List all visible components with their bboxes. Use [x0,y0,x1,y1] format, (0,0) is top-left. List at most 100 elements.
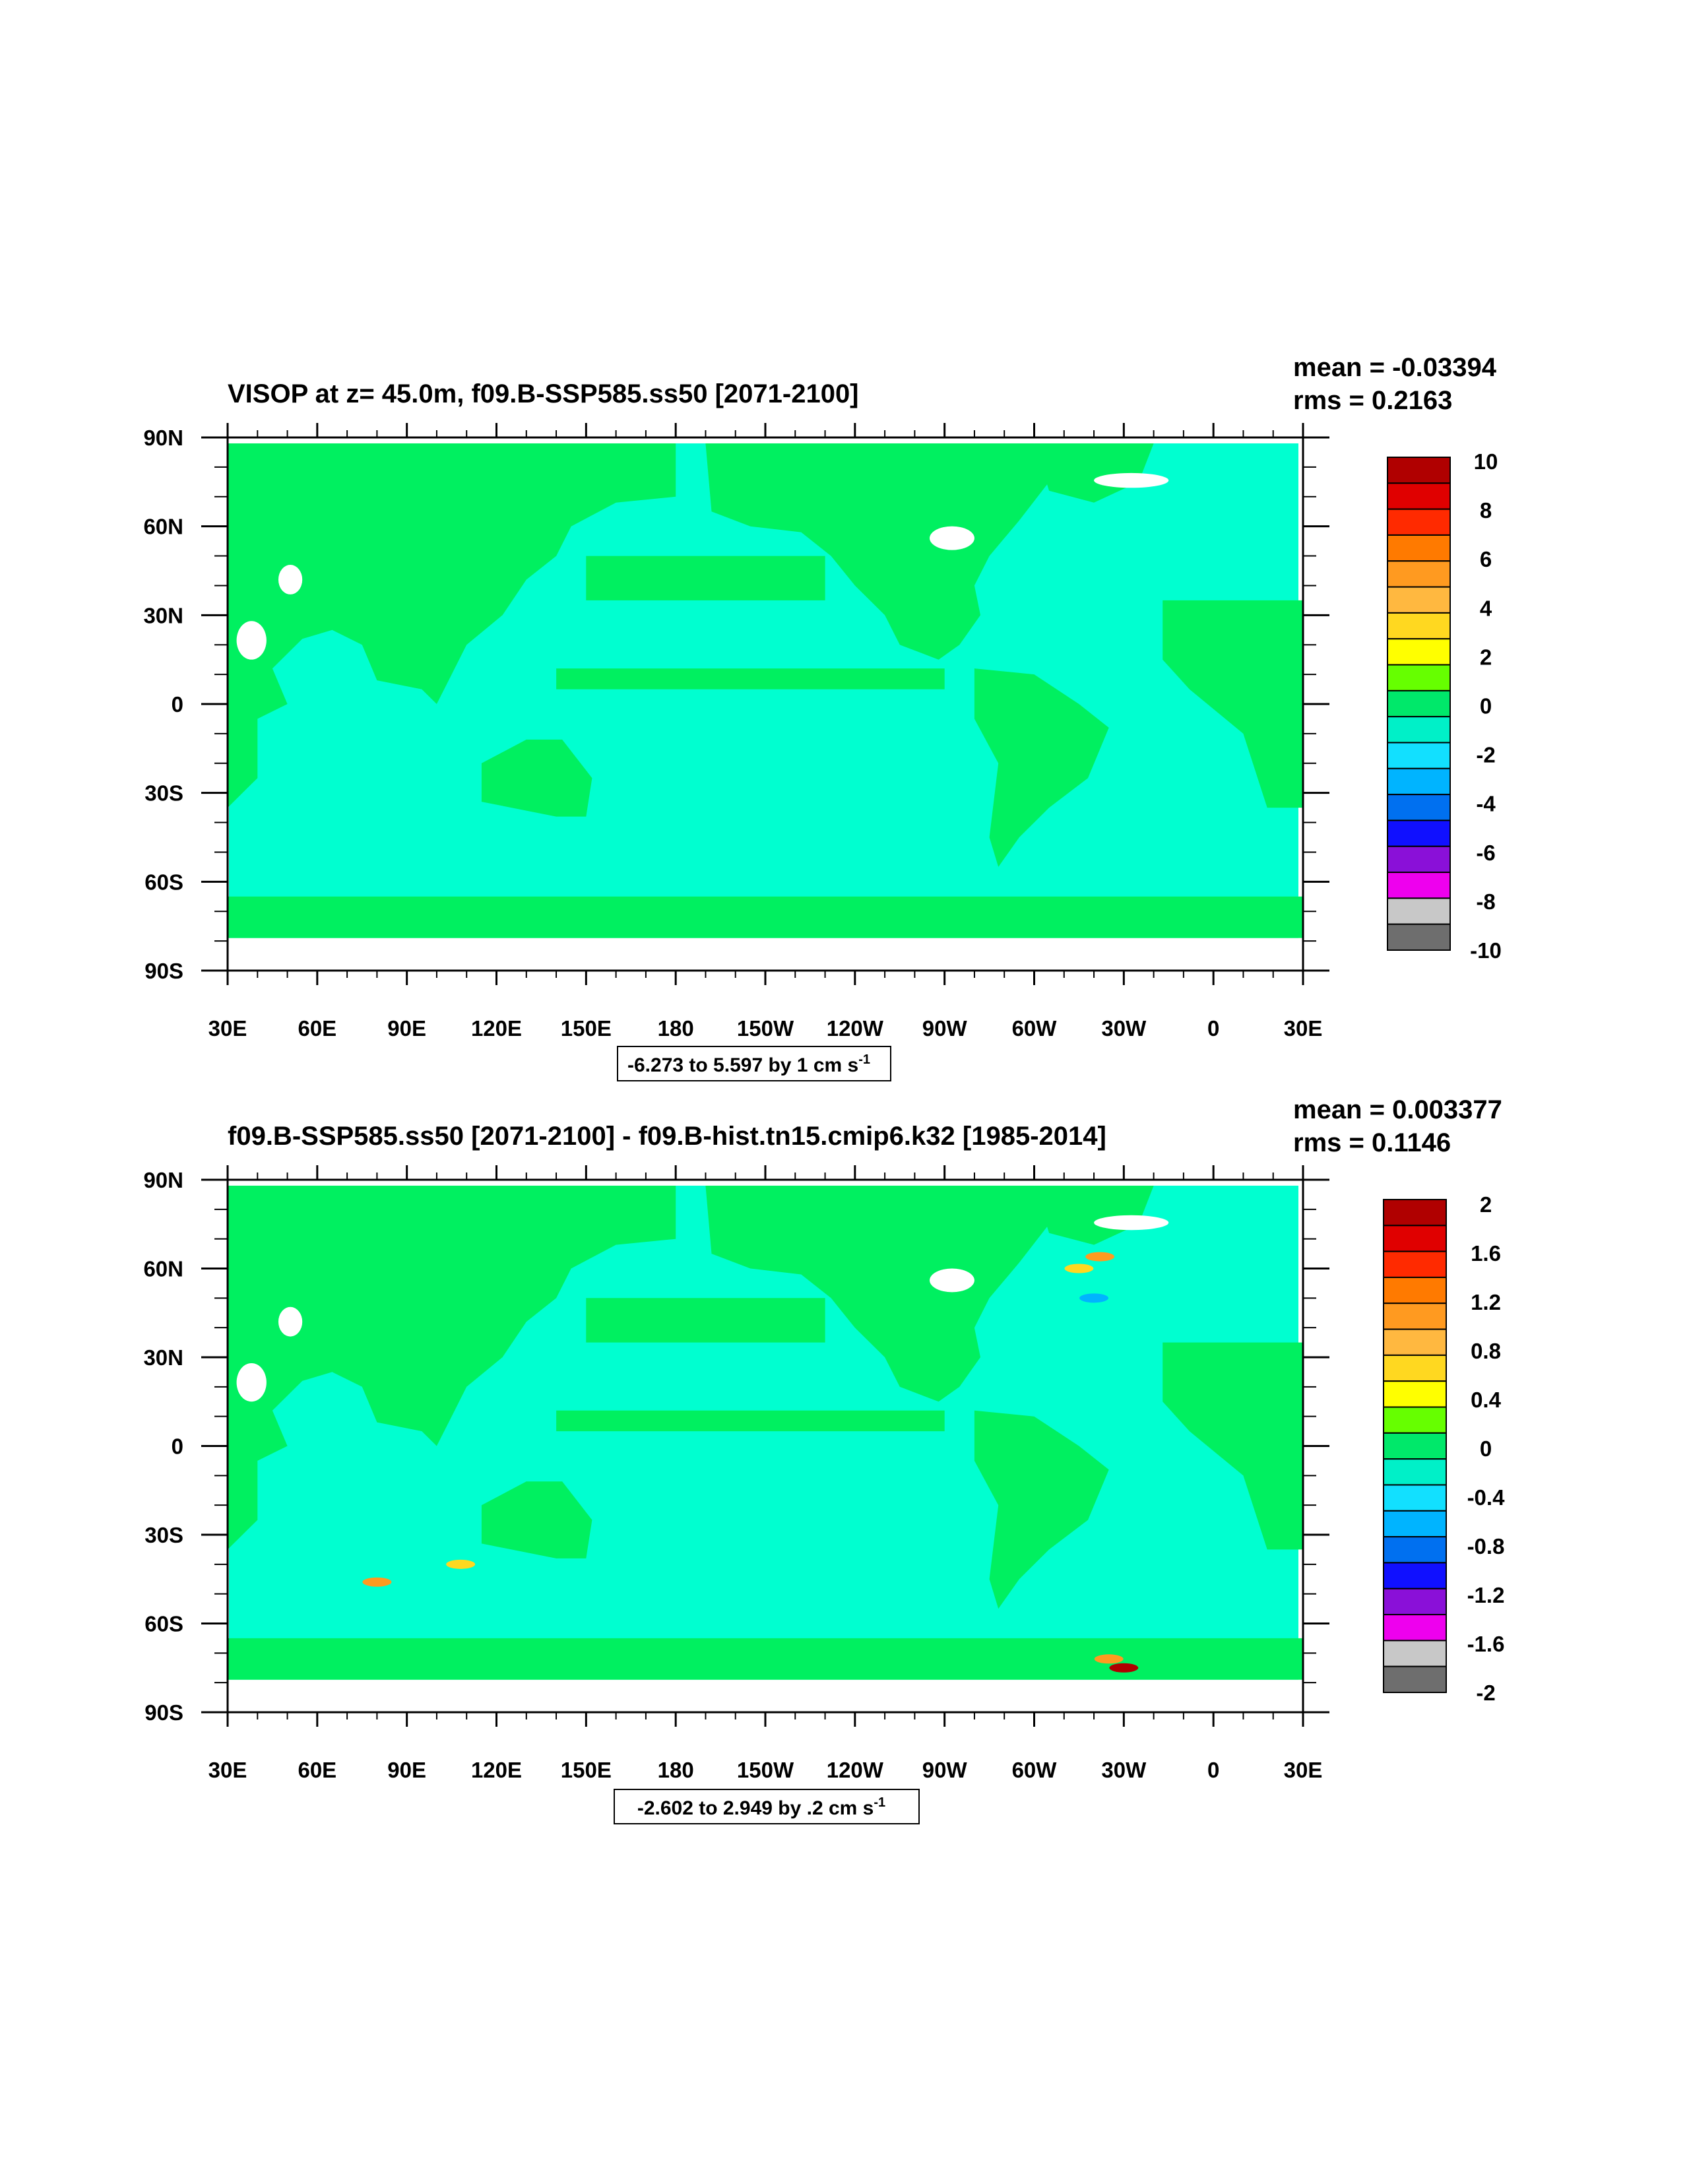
y-tick-label: 60N [143,515,183,539]
colorbar-label: 0.8 [1471,1339,1501,1363]
anomaly-spot [1109,1663,1139,1673]
mean-stat: mean = 0.003377 [1293,1095,1502,1124]
south-america-land [974,1410,1109,1609]
equatorial-pacific-band [556,668,945,690]
colorbar-box [1387,586,1451,614]
y-tick-label: 90S [144,1700,183,1725]
colorbar-box [1387,508,1451,536]
colorbar-label: 2 [1480,1192,1492,1217]
colorbar-box [1383,1614,1447,1642]
colorbar-box [1383,1458,1447,1486]
colorbar-label: 6 [1480,547,1492,571]
x-tick-label: 30E [1284,1016,1323,1041]
x-tick-label: 150E [561,1758,612,1782]
colorbar-label: -1.2 [1467,1583,1505,1607]
australia-land [481,1481,592,1558]
west-africa-land [1163,600,1303,808]
west-africa-land [1163,1342,1303,1550]
anomaly-spot [1079,1293,1109,1303]
colorbar-label: 2 [1480,645,1492,669]
range-unit-exponent: -1 [858,1052,870,1067]
y-tick-label: 30N [143,603,183,627]
range-unit-exponent: -1 [874,1795,885,1810]
y-tick-label: 90N [143,1168,183,1192]
colorbar-box [1387,742,1451,769]
colorbar-box [1383,1406,1447,1434]
greenland-land [1034,443,1154,503]
anomaly-spot [1085,1252,1115,1262]
colorbar: 10 8 6 4 2 0 -2 -4 -6 -8 -10 [1387,449,1502,963]
contour-range-label: -6.273 to 5.597 by 1 cm s-1 [627,1052,870,1076]
caspian-missing-patch [278,1306,303,1337]
rms-stat: rms = 0.1146 [1293,1128,1451,1157]
colorbar-box [1383,1302,1447,1330]
greenland-land [1034,1186,1154,1245]
caspian-missing-patch [278,565,303,594]
map-title: VISOP at z= 45.0m, f09.B-SSP585.ss50 [20… [228,379,859,408]
map-panel-2: 30E 60E 90E 120E 150E 180 150W 120W 90W 60W 30W 0 30… [143,1095,1505,1824]
colorbar-box [1387,664,1451,691]
hudson-missing-patch [930,526,974,550]
map-panel-1: 30E 60E 90E 120E 150E 180 150W 120W 90W 60W 30W 0 30… [143,353,1502,1081]
x-tick-label: 0 [1207,1016,1219,1041]
arctic-missing-patch [1094,1215,1169,1231]
x-tick-label: 30E [1284,1758,1323,1782]
contour-range-label: -2.602 to 2.949 by .2 cm s-1 [637,1795,885,1819]
y-tick-label: 90N [143,426,183,450]
x-tick-label: 90E [387,1758,426,1782]
colorbar-box [1383,1225,1447,1252]
colorbar-box [1383,1199,1447,1227]
colorbar-box [1383,1640,1447,1667]
southern-ocean-band [228,1638,1303,1680]
colorbar-label: -10 [1470,938,1502,963]
colorbar-box [1383,1380,1447,1408]
range-text: -6.273 to 5.597 by 1 cm s [627,1054,858,1076]
colorbar-box [1383,1562,1447,1590]
y-tick-label: 90S [144,959,183,983]
colorbar-box [1387,767,1451,796]
south-america-land [974,668,1109,867]
colorbar: 2 1.6 1.2 0.8 0.4 0 -0.4 -0.8 -1.2 -1.6 -2 [1383,1192,1506,1705]
anomaly-spot [1064,1264,1094,1273]
north-america-land [705,443,1050,660]
colorbar-box [1387,482,1451,510]
colorbar-label: 1.6 [1471,1241,1501,1266]
australia-land [481,739,592,817]
x-tick-label: 30W [1101,1758,1147,1782]
x-tick-label: 120E [471,1758,522,1782]
colorbar-label: -0.8 [1467,1534,1505,1558]
colorbar-box [1383,1665,1447,1694]
colorbar-box [1383,1328,1447,1356]
anomaly-spot [362,1577,392,1587]
colorbar-label: 8 [1480,498,1492,523]
x-tick-label: 120W [827,1016,884,1041]
mean-stat: mean = -0.03394 [1293,353,1497,382]
colorbar-label: -6 [1476,841,1495,865]
colorbar-label: -0.4 [1467,1485,1506,1510]
colorbar-box [1387,923,1451,951]
north-pacific-band [586,1298,825,1343]
colorbar-label: -4 [1476,792,1496,816]
colorbar-box [1383,1276,1447,1304]
y-tick-label: 60N [143,1257,183,1281]
colorbar-box [1387,534,1451,562]
anomaly-spot [446,1559,476,1569]
red-sea-missing-patch [236,1363,267,1402]
colorbar-label: 0 [1480,694,1492,719]
colorbar-box [1383,1354,1447,1382]
colorbar-box [1387,819,1451,847]
y-tick-label: 60S [144,1612,183,1636]
y-tick-label: 30S [144,1523,183,1547]
y-tick-label: 30N [143,1345,183,1370]
colorbar-box [1387,690,1451,718]
colorbar-box [1383,1484,1447,1512]
eurasia-africa-land [228,443,676,808]
north-pacific-band [586,556,825,600]
map-title: f09.B-SSP585.ss50 [2071-2100] - f09.B-hi… [228,1122,1106,1151]
colorbar-label: -2 [1476,743,1495,767]
eurasia-africa-land [228,1186,676,1550]
contour-range-box [614,1789,920,1824]
x-tick-label: 0 [1207,1758,1219,1782]
x-tick-label: 90W [922,1758,968,1782]
